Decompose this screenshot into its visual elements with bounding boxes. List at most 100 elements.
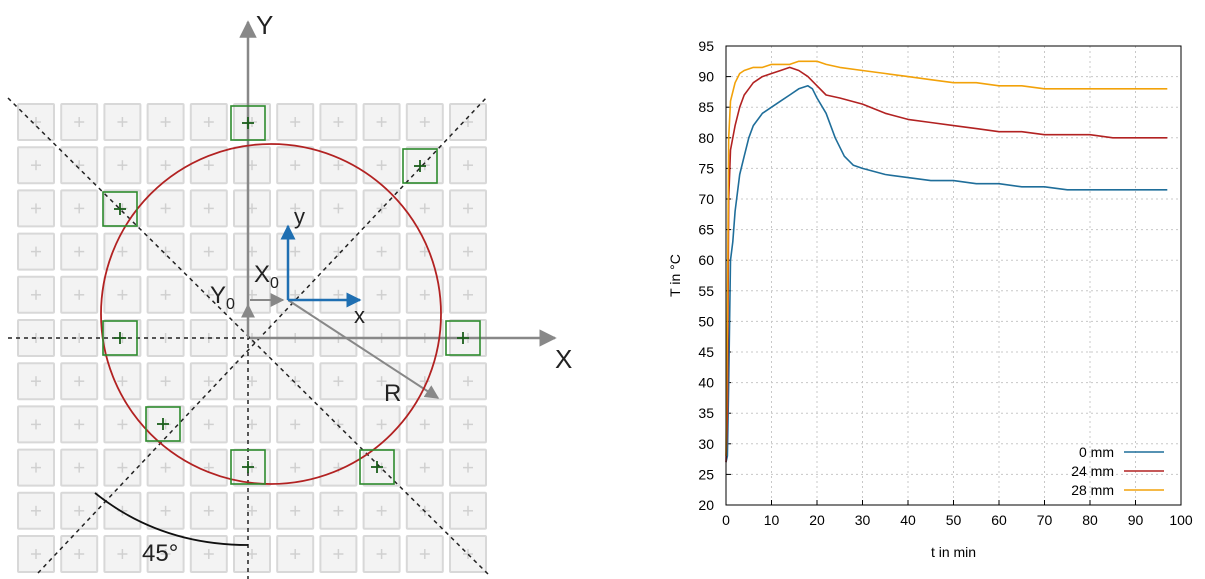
axis-label-y: Y bbox=[256, 10, 273, 40]
grid-tile bbox=[233, 146, 271, 185]
sensor-marker bbox=[402, 148, 438, 184]
grid-tile bbox=[189, 405, 228, 444]
sensor-marker bbox=[445, 320, 481, 356]
x0-label-base: X bbox=[254, 261, 270, 288]
grid-tile bbox=[449, 232, 487, 271]
sensor-marker bbox=[102, 320, 138, 356]
grid-tile bbox=[276, 405, 315, 444]
sensor-marker bbox=[102, 191, 138, 227]
grid-tile bbox=[362, 405, 401, 444]
grid-tile bbox=[319, 189, 358, 228]
measurement-diagram: Y X y x R 45° X0 Y0 bbox=[7, 10, 572, 579]
grid-tile bbox=[405, 448, 444, 487]
chart-legend: 0 mm 24 mm 28 mm bbox=[1071, 444, 1164, 498]
legend-label: 28 mm bbox=[1071, 482, 1114, 498]
y-tick-label: 50 bbox=[698, 313, 714, 329]
grid-tile bbox=[449, 405, 487, 444]
grid-tile bbox=[103, 146, 142, 185]
measurement-circle bbox=[100, 143, 442, 485]
grid-tile bbox=[146, 362, 185, 401]
grid-tile bbox=[233, 362, 271, 401]
grid-tile bbox=[405, 405, 444, 444]
legend-label: 0 mm bbox=[1079, 444, 1114, 460]
x-tick-label: 50 bbox=[946, 512, 962, 528]
x0-label: X0 bbox=[254, 261, 279, 292]
grid-tile bbox=[276, 448, 315, 487]
y-tick-label: 85 bbox=[698, 99, 714, 115]
temperature-chart: 0 10 20 30 40 50 60 70 80 90 100 20 25 30 35 40 45 50 55 60… bbox=[667, 38, 1193, 560]
sensor-marker bbox=[230, 105, 266, 141]
grid-tile bbox=[405, 232, 444, 271]
sensor-marker bbox=[145, 406, 181, 442]
grid-tile bbox=[17, 103, 55, 141]
grid-tile bbox=[60, 362, 99, 401]
grid-tile bbox=[405, 275, 444, 314]
y-tick-label: 95 bbox=[698, 38, 714, 54]
grid-tile bbox=[189, 232, 228, 271]
x-tick-label: 100 bbox=[1169, 512, 1193, 528]
series-line-0 bbox=[725, 85, 1168, 463]
grid-tile bbox=[189, 491, 228, 530]
grid-tile bbox=[60, 232, 99, 271]
grid-tile bbox=[146, 189, 185, 228]
grid-tile bbox=[233, 232, 271, 271]
grid-tile bbox=[319, 535, 358, 573]
x-tick-label: 20 bbox=[809, 512, 825, 528]
grid-tile bbox=[449, 146, 487, 185]
grid-tile bbox=[17, 362, 55, 401]
grid-tile bbox=[449, 189, 487, 228]
axis-label-x: X bbox=[555, 344, 572, 374]
grid-tile bbox=[17, 275, 55, 314]
grid-tile bbox=[233, 103, 271, 141]
y0-label-base: Y bbox=[210, 282, 226, 309]
x-tick-label: 30 bbox=[855, 512, 871, 528]
grid-tile bbox=[17, 448, 55, 487]
grid-tile bbox=[189, 146, 228, 185]
y-tick-label: 75 bbox=[698, 160, 714, 176]
chart-ticks: 0 10 20 30 40 50 60 70 80 90 100 20 25 30 35 40 45 50 55 60… bbox=[698, 38, 1192, 528]
grid-tile bbox=[362, 146, 401, 185]
y-tick-label: 65 bbox=[698, 222, 714, 238]
sensor-markers bbox=[102, 105, 481, 485]
y-tick-label: 90 bbox=[698, 69, 714, 85]
grid-tile bbox=[189, 362, 228, 401]
grid-tile bbox=[60, 146, 99, 185]
grid-tile bbox=[362, 275, 401, 314]
grid-tile bbox=[60, 189, 99, 228]
grid-tile bbox=[405, 103, 444, 141]
grid-tile bbox=[276, 232, 315, 271]
grid-tile bbox=[449, 491, 487, 530]
legend-label: 24 mm bbox=[1071, 463, 1114, 479]
grid-tile bbox=[233, 491, 271, 530]
grid-tile bbox=[319, 405, 358, 444]
y0-label: Y0 bbox=[210, 282, 235, 313]
grid-tile bbox=[362, 535, 401, 573]
grid-tile bbox=[405, 189, 444, 228]
grid-tile bbox=[17, 491, 55, 530]
grid-tile bbox=[146, 146, 185, 185]
x-tick-label: 90 bbox=[1128, 512, 1144, 528]
y-tick-label: 60 bbox=[698, 252, 714, 268]
x0-label-subscript: 0 bbox=[270, 275, 279, 292]
grid-tile bbox=[276, 535, 315, 573]
grid-tile bbox=[103, 405, 142, 444]
x-tick-label: 80 bbox=[1082, 512, 1098, 528]
grid-tile bbox=[146, 103, 185, 141]
grid-tile bbox=[146, 491, 185, 530]
grid-tile bbox=[276, 146, 315, 185]
chart-grid bbox=[726, 46, 1181, 505]
grid-tile bbox=[103, 362, 142, 401]
x-tick-label: 60 bbox=[991, 512, 1007, 528]
local-label-y: y bbox=[294, 204, 305, 229]
grid-tile bbox=[319, 275, 358, 314]
grid-tile bbox=[146, 232, 185, 271]
grid-tile bbox=[103, 232, 142, 271]
chart-series bbox=[725, 60, 1168, 463]
y-tick-label: 25 bbox=[698, 466, 714, 482]
y-tick-label: 80 bbox=[698, 130, 714, 146]
radius-arrow bbox=[287, 299, 440, 399]
y0-label-subscript: 0 bbox=[226, 296, 235, 313]
grid-tile bbox=[103, 535, 142, 573]
y-tick-label: 70 bbox=[698, 191, 714, 207]
grid-tile bbox=[189, 448, 228, 487]
